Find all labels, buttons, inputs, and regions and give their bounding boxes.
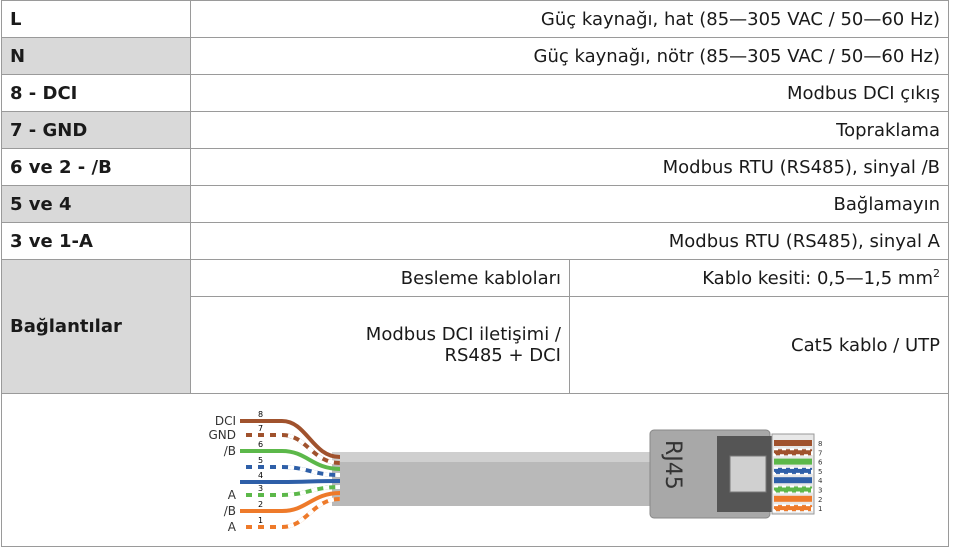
pin-wire	[774, 477, 812, 484]
pin-number: 5	[818, 468, 822, 476]
wire-label: A	[228, 520, 237, 534]
row-value: Bağlamayın	[190, 185, 949, 223]
wire-number: 1	[258, 516, 263, 525]
table-row: N Güç kaynağı, nötr (85—305 VAC / 50—60 H…	[1, 37, 949, 75]
row-value: Modbus RTU (RS485), sinyal /B	[190, 148, 949, 186]
table-row: 7 - GND Topraklama	[1, 111, 949, 149]
spec-table: L Güç kaynağı, hat (85—305 VAC / 50—60 Hz…	[1, 0, 949, 394]
connection-spec-text: Cat5 kablo / UTP	[791, 334, 940, 356]
wire-label: A	[228, 488, 237, 502]
row-key: Bağlantılar	[1, 259, 191, 394]
wire	[240, 479, 341, 484]
pin-wire-stripe	[773, 466, 813, 475]
wire-label: GND	[208, 428, 236, 442]
table-row: 6 ve 2 - /B Modbus RTU (RS485), sinyal /B	[1, 148, 949, 186]
pin-wire	[774, 440, 812, 446]
pin-wire	[774, 495, 812, 502]
row-value: Güç kaynağı, hat (85—305 VAC / 50—60 Hz)	[190, 0, 949, 38]
pin-number: 8	[818, 440, 822, 448]
superscript: 2	[933, 267, 940, 280]
cable-shade	[332, 452, 662, 462]
wire-number: 7	[258, 424, 263, 433]
pin-number: 7	[818, 449, 822, 457]
table-row: Bağlantılar Besleme kabloları Kablo kesiti…	[1, 259, 949, 394]
connector-label: RJ45	[660, 440, 685, 490]
spec-sheet: L Güç kaynağı, hat (85—305 VAC / 50—60 Hz…	[1, 0, 949, 547]
wire-label: /B	[224, 444, 236, 458]
pin-number: 3	[818, 487, 822, 495]
table-row: Modbus DCI iletişimi / RS485 + DCI Cat5 ka…	[2, 296, 949, 394]
wire-number: 2	[258, 500, 263, 509]
connection-type: Besleme kabloları	[190, 259, 570, 297]
pin-number: 1	[818, 505, 822, 513]
table-row: 5 ve 4 Bağlamayın	[1, 185, 949, 223]
wire	[240, 419, 341, 459]
wire-number: 8	[258, 410, 263, 419]
wire	[240, 491, 341, 513]
wire-label: /B	[224, 504, 236, 518]
wire-number: 5	[258, 456, 263, 465]
row-key: 3 ve 1-A	[1, 222, 191, 260]
cable-diagram: 8 7 6 5 4 3 2 1 DCI GND/B A/B A RJ45 8 7 6 5 4 3 2 1	[1, 394, 949, 547]
connection-type-line: Besleme kabloları	[400, 267, 561, 289]
row-key: 5 ve 4	[1, 185, 191, 223]
pin-wire	[774, 458, 812, 465]
wire-stripe	[240, 497, 341, 529]
pin-wire-stripe	[773, 504, 813, 513]
wire-number: 3	[258, 484, 263, 493]
wire	[240, 465, 341, 477]
connection-type-line: Modbus DCI iletişimi /	[365, 324, 561, 345]
pin-wire	[774, 486, 812, 493]
pin-number: 2	[818, 496, 822, 504]
row-key: L	[1, 0, 191, 38]
pin-wire-stripe	[773, 448, 813, 457]
wire-number: 6	[258, 440, 263, 449]
table-row: 8 - DCI Modbus DCI çıkış	[1, 74, 949, 112]
row-key: 7 - GND	[1, 111, 191, 149]
connection-spec: Kablo kesiti: 0,5—1,5 mm2	[569, 259, 949, 297]
row-value: Güç kaynağı, nötr (85—305 VAC / 50—60 Hz…	[190, 37, 949, 75]
pin-number: 6	[818, 459, 823, 467]
row-value: Modbus RTU (RS485), sinyal A	[190, 222, 949, 260]
wire	[240, 485, 341, 497]
row-key: 6 ve 2 - /B	[1, 148, 191, 186]
wire-stripe	[240, 433, 341, 465]
pin-wire	[774, 449, 812, 456]
wire	[240, 449, 341, 471]
row-key: N	[1, 37, 191, 75]
connection-type-line: RS485 + DCI	[444, 345, 561, 366]
row-value: Modbus DCI çıkış	[190, 74, 949, 112]
connector-window	[729, 455, 767, 493]
pin-wire	[774, 467, 812, 474]
wire-label: DCI	[215, 414, 236, 428]
connection-spec-text: Kablo kesiti: 0,5—1,5 mm	[702, 268, 933, 289]
pin-wire	[774, 505, 812, 512]
table-row: L Güç kaynağı, hat (85—305 VAC / 50—60 Hz…	[1, 0, 949, 38]
pin-wire-stripe	[773, 485, 813, 494]
pin-number: 4	[818, 477, 823, 485]
wire-number: 4	[258, 471, 263, 480]
table-row: 3 ve 1-A Modbus RTU (RS485), sinyal A	[1, 222, 949, 260]
row-value: Topraklama	[190, 111, 949, 149]
row-key: 8 - DCI	[1, 74, 191, 112]
connection-type: Modbus DCI iletişimi / RS485 + DCI	[190, 296, 570, 394]
connection-spec: Cat5 kablo / UTP	[569, 296, 949, 394]
